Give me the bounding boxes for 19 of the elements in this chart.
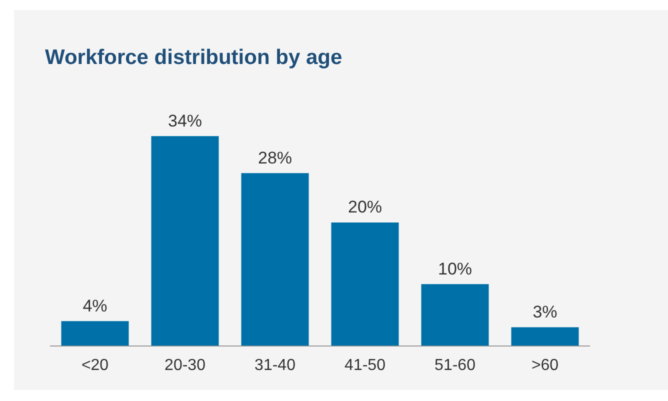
data-label: 10% xyxy=(438,259,472,278)
x-tick-label: 41-50 xyxy=(344,356,386,374)
chart-title: Workforce distribution by age xyxy=(45,46,342,70)
bar xyxy=(241,173,309,346)
data-label: 28% xyxy=(258,148,292,168)
bar xyxy=(61,321,129,346)
x-tick-label: 31-40 xyxy=(254,356,296,374)
bar xyxy=(331,222,399,346)
x-tick-label: >60 xyxy=(531,356,559,374)
bar xyxy=(511,327,579,346)
data-label: 20% xyxy=(348,198,382,217)
data-label: 4% xyxy=(82,296,108,316)
bar xyxy=(421,284,489,346)
x-tick-label: 51-60 xyxy=(434,356,476,374)
x-tick-label: <20 xyxy=(81,356,109,374)
data-label: 3% xyxy=(532,302,558,322)
bar xyxy=(151,136,219,346)
x-tick-label: 20-30 xyxy=(164,356,206,374)
data-label: 34% xyxy=(168,111,202,130)
